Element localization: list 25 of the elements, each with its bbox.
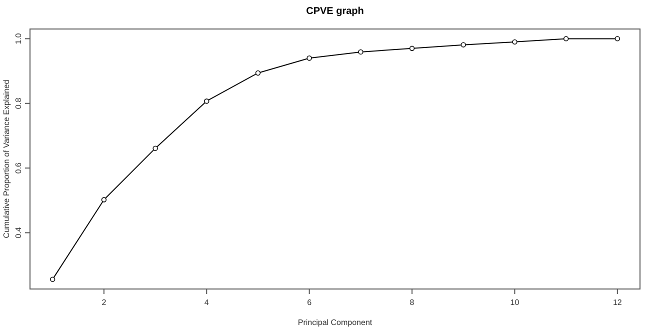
- y-tick-label: 1.0: [14, 32, 23, 44]
- point: [460, 42, 466, 48]
- x-tick-label: 2: [102, 298, 107, 307]
- y-tick-label: 0.6: [14, 162, 23, 174]
- point: [50, 276, 56, 282]
- point: [255, 70, 261, 76]
- y-axis-title: Cumulative Proportion of Variance Explained: [2, 80, 11, 238]
- point: [358, 49, 364, 55]
- point: [101, 197, 107, 202]
- point: [563, 36, 569, 42]
- chart-title: CPVE graph: [306, 6, 364, 17]
- x-tick-label: 10: [510, 298, 520, 307]
- x-tick-label: 8: [410, 298, 415, 307]
- x-axis-title: Principal Component: [298, 318, 373, 327]
- point: [306, 56, 312, 61]
- y-tick-label: 0.4: [14, 226, 23, 238]
- point: [409, 46, 415, 52]
- y-tick-label: 0.8: [14, 97, 23, 109]
- point: [614, 36, 620, 42]
- x-tick-label: 12: [612, 298, 622, 307]
- point: [512, 39, 518, 45]
- point: [204, 98, 210, 104]
- x-tick-label: 4: [204, 298, 210, 307]
- x-tick-label: 6: [307, 298, 312, 307]
- point: [152, 146, 158, 151]
